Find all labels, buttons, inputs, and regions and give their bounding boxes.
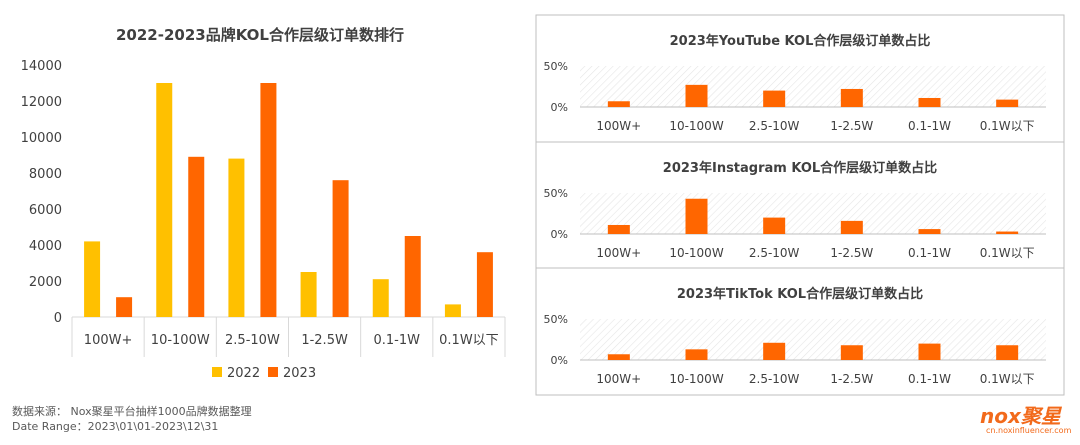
y-tick-label: 6000 xyxy=(29,203,62,218)
panel-x-tick: 2.5-10W xyxy=(749,372,800,386)
right-panels-border xyxy=(535,14,1065,396)
panel-x-tick: 0.1-1W xyxy=(908,372,951,386)
logo-url-text: cn.noxinfluencer.com xyxy=(986,426,1072,435)
x-tick-label: 0.1W以下 xyxy=(439,333,499,348)
panel-bar xyxy=(685,198,708,234)
panel-plot-area xyxy=(580,66,1046,107)
panel-bar xyxy=(607,354,630,360)
legend-label-2022: 2022 xyxy=(227,366,260,381)
panel-y-tick: 50% xyxy=(544,187,568,200)
panel-x-tick: 100W+ xyxy=(596,119,641,133)
panel-y-tick: 50% xyxy=(544,60,568,73)
panel-x-tick: 0.1W以下 xyxy=(980,119,1035,133)
panel-bar xyxy=(685,84,708,107)
panel-y-tick: 0% xyxy=(551,101,568,114)
panel-bar xyxy=(840,220,863,234)
panel-y-tick: 0% xyxy=(551,354,568,367)
panel-x-tick: 10-100W xyxy=(669,246,724,260)
panel-bar xyxy=(607,224,630,234)
panel-bar xyxy=(840,88,863,107)
bar-2023 xyxy=(116,297,133,317)
panel-bar xyxy=(840,345,863,360)
bar-2022 xyxy=(300,272,317,317)
panel-x-tick: 1-2.5W xyxy=(830,246,873,260)
panel-bar xyxy=(685,349,708,360)
panel-x-tick: 1-2.5W xyxy=(830,372,873,386)
y-tick-label: 4000 xyxy=(29,239,62,254)
data-source-text: 数据来源： Nox聚星平台抽样1000品牌数据整理 xyxy=(12,405,252,418)
y-tick-label: 10000 xyxy=(21,131,62,146)
panel-x-tick: 10-100W xyxy=(669,119,724,133)
panel-title: 2023年YouTube KOL合作层级订单数占比 xyxy=(670,33,931,49)
panel-x-tick: 0.1-1W xyxy=(908,246,951,260)
bar-2023 xyxy=(188,156,205,317)
panel-title: 2023年TikTok KOL合作层级订单数占比 xyxy=(677,286,923,302)
y-tick-label: 2000 xyxy=(29,275,62,290)
nox-logo: nox聚星 cn.noxinfluencer.com xyxy=(980,400,1072,440)
bar-2022 xyxy=(372,279,389,317)
panel-plot-area xyxy=(580,193,1046,234)
logo-wordmark: nox聚星 xyxy=(980,404,1061,428)
panel-title: 2023年Instagram KOL合作层级订单数占比 xyxy=(663,160,937,176)
panel-plot-area xyxy=(580,319,1046,360)
panel-bar xyxy=(607,101,630,107)
x-tick-label: 100W+ xyxy=(84,333,133,348)
panel-x-tick: 0.1-1W xyxy=(908,119,951,133)
panel-x-tick: 0.1W以下 xyxy=(980,246,1035,260)
bar-2022 xyxy=(444,304,461,317)
panel-x-tick: 100W+ xyxy=(596,246,641,260)
panel-bar xyxy=(996,345,1019,360)
main-chart-title: 2022-2023品牌KOL合作层级订单数排行 xyxy=(116,26,404,44)
panel-bar xyxy=(763,342,786,360)
bar-2023 xyxy=(404,236,421,317)
legend-swatch-2022 xyxy=(212,367,222,377)
x-tick-label: 2.5-10W xyxy=(225,333,280,348)
bar-2023 xyxy=(332,180,349,317)
panel-x-tick: 10-100W xyxy=(669,372,724,386)
panel-bar xyxy=(918,97,941,107)
bar-2022 xyxy=(156,83,173,317)
panel-y-tick: 0% xyxy=(551,228,568,241)
panel-bar xyxy=(996,231,1019,234)
y-tick-label: 8000 xyxy=(29,167,62,182)
y-tick-label: 0 xyxy=(54,311,62,326)
panel-x-tick: 0.1W以下 xyxy=(980,372,1035,386)
bar-2023 xyxy=(260,83,277,317)
panel-bar xyxy=(918,343,941,360)
bar-2023 xyxy=(476,252,493,317)
y-tick-label: 12000 xyxy=(21,95,62,110)
x-tick-label: 10-100W xyxy=(151,333,210,348)
panel-x-tick: 1-2.5W xyxy=(830,119,873,133)
x-tick-label: 1-2.5W xyxy=(301,333,348,348)
legend-swatch-2023 xyxy=(268,367,278,377)
y-tick-label: 14000 xyxy=(21,59,62,74)
panel-y-tick: 50% xyxy=(544,313,568,326)
date-range-text: Date Range：2023\01\01-2023\12\31 xyxy=(12,420,219,433)
panel-x-tick: 2.5-10W xyxy=(749,246,800,260)
panel-x-tick: 100W+ xyxy=(596,372,641,386)
x-tick-label: 0.1-1W xyxy=(374,333,421,348)
legend-label-2023: 2023 xyxy=(283,366,316,381)
bar-2022 xyxy=(228,158,245,317)
panel-bar xyxy=(918,229,941,234)
panel-bar xyxy=(763,90,786,107)
bar-2022 xyxy=(84,241,101,317)
panel-bar xyxy=(763,217,786,234)
panel-x-tick: 2.5-10W xyxy=(749,119,800,133)
panel-bar xyxy=(996,99,1019,107)
